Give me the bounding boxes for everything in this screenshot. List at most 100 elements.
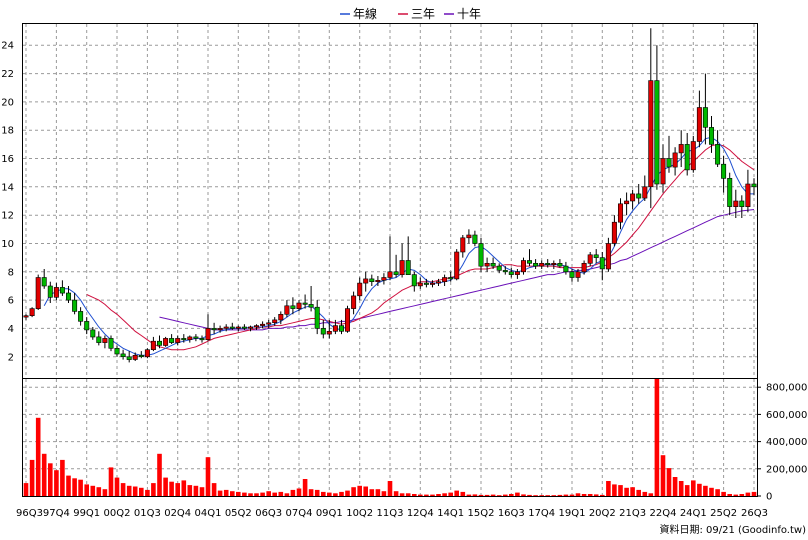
volume-gridlines: [23, 379, 757, 496]
candle: [120, 349, 126, 360]
volume-bar: [745, 492, 751, 496]
candle-body: [514, 271, 520, 275]
candle: [338, 319, 344, 335]
candle: [460, 235, 466, 258]
ma-year-line: [43, 136, 754, 356]
candle: [260, 321, 266, 329]
candle-body: [624, 200, 630, 205]
x-tick-label: 19Q1: [559, 508, 586, 519]
candle: [423, 278, 429, 288]
candle: [229, 322, 235, 330]
candle: [90, 327, 96, 340]
volume-bar: [751, 491, 757, 496]
candle: [611, 215, 617, 247]
volume-bar: [418, 494, 423, 496]
candle: [690, 135, 696, 173]
volume-bar: [272, 492, 277, 496]
volume-bar: [48, 463, 53, 496]
candle: [132, 352, 138, 361]
candle-body: [72, 299, 78, 312]
candle: [684, 133, 690, 176]
candle: [344, 305, 350, 333]
volume-bar: [593, 494, 599, 496]
candle-body: [296, 302, 302, 309]
volume-bars: [23, 379, 757, 496]
candle-body: [241, 326, 247, 329]
candle: [241, 324, 247, 330]
candle: [272, 317, 278, 326]
candle-body: [84, 321, 90, 331]
candle-body: [611, 221, 617, 244]
candle-body: [302, 302, 308, 305]
volume-bar: [90, 485, 96, 496]
candle: [211, 322, 217, 335]
candle: [363, 271, 369, 292]
candle-body: [132, 354, 138, 360]
volume-bar: [357, 485, 362, 496]
candle: [302, 294, 308, 309]
candle: [199, 335, 205, 343]
candle: [326, 319, 332, 339]
x-tick-label: 04Q1: [195, 508, 222, 519]
candle: [78, 307, 84, 326]
x-tick-label: 17Q4: [528, 508, 555, 519]
candle: [557, 259, 563, 268]
volume-bar: [23, 483, 29, 496]
candle: [442, 274, 448, 286]
candle: [375, 276, 381, 286]
volume-bar: [217, 490, 223, 496]
candle-body: [442, 277, 448, 282]
candle-body: [369, 278, 375, 282]
candle-body: [508, 271, 514, 275]
candle: [181, 334, 187, 343]
candle-body: [126, 356, 132, 360]
volume-bar: [278, 491, 284, 496]
candle-body: [326, 330, 332, 335]
candle-body: [684, 144, 690, 171]
volume-tick-label: 0: [766, 492, 772, 503]
volume-bar: [569, 494, 575, 496]
volume-bar: [163, 477, 168, 496]
candle: [751, 178, 757, 196]
legend-label: 三年: [411, 7, 435, 21]
volume-bar: [66, 475, 71, 496]
candle-body: [466, 234, 472, 239]
volume-bar: [72, 478, 77, 496]
x-tick-label: 25Q2: [710, 508, 737, 519]
volume-bar: [581, 494, 587, 496]
candle-body: [745, 183, 751, 208]
candle: [296, 300, 302, 312]
candle-body: [454, 251, 460, 280]
volume-bar: [339, 491, 344, 496]
candle-body: [478, 243, 484, 267]
candle: [248, 325, 254, 332]
candle: [290, 297, 296, 315]
candle: [630, 189, 636, 210]
candle-body: [696, 107, 702, 142]
candle: [642, 175, 648, 201]
volume-bar: [575, 493, 581, 496]
candle-body: [460, 237, 466, 253]
candle-body: [727, 178, 733, 207]
candle-body: [721, 163, 727, 179]
volume-bar: [624, 487, 629, 496]
volume-bar: [557, 494, 563, 496]
candle-body: [605, 243, 611, 270]
candle: [357, 277, 363, 301]
candle: [581, 260, 587, 275]
candle: [745, 169, 751, 213]
volume-bar: [551, 495, 557, 496]
candle: [284, 300, 290, 318]
volume-tick-label: 400,000: [766, 437, 807, 448]
candle: [466, 229, 472, 244]
candle-body: [563, 265, 569, 273]
volume-bar: [709, 487, 714, 496]
candle-body: [96, 336, 102, 343]
volume-bar: [684, 485, 690, 496]
legend-label: 年線: [353, 6, 377, 21]
volume-bar: [533, 495, 538, 496]
candle-body: [599, 257, 605, 270]
candle-body: [278, 313, 284, 321]
volume-tick-label: 800,000: [766, 383, 807, 394]
price-gridlines: [23, 24, 757, 378]
